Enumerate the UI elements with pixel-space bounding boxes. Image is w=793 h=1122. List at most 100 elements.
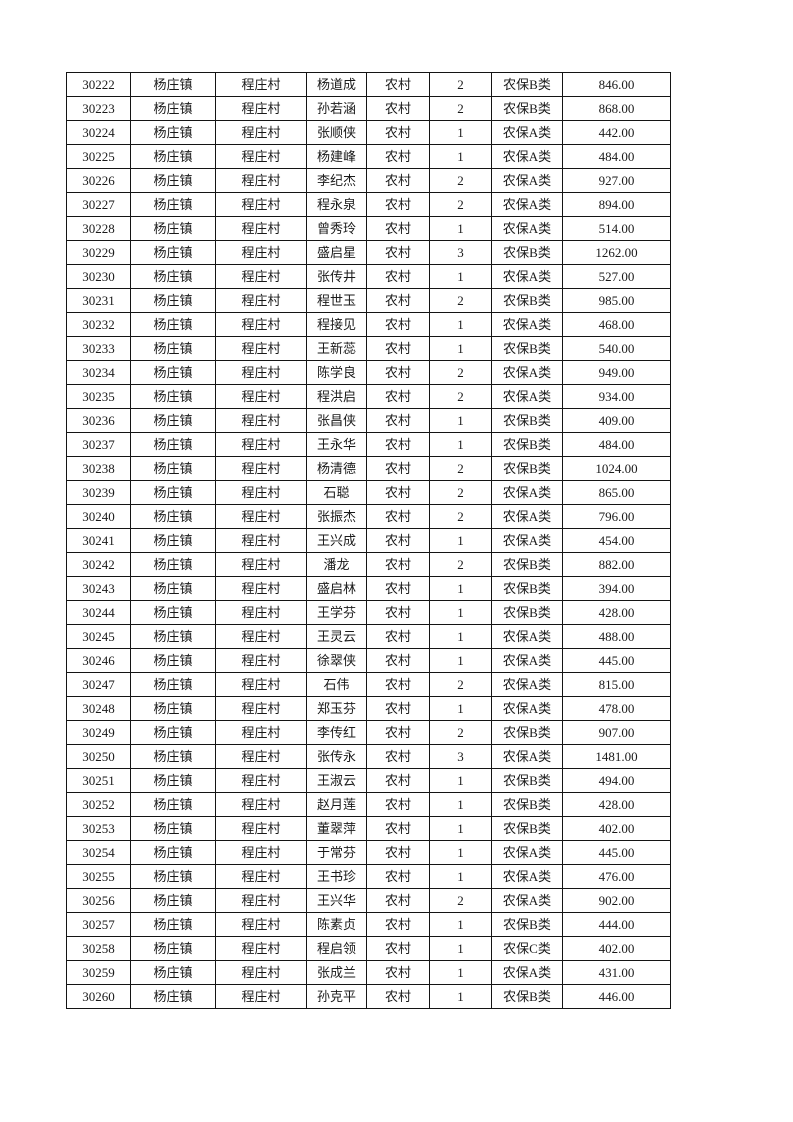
cell-village: 程庄村	[215, 960, 307, 985]
cell-town: 杨庄镇	[130, 840, 216, 865]
cell-village: 程庄村	[215, 648, 307, 673]
cell-person-name: 程世玉	[306, 288, 367, 313]
table-row: 30237 杨庄镇 程庄村 王永华 农村 1 农保B类 484.00	[66, 432, 671, 457]
cell-person-name: 张传永	[306, 744, 367, 769]
cell-serial: 30255	[66, 864, 131, 889]
cell-amount: 454.00	[562, 528, 671, 553]
cell-village: 程庄村	[215, 432, 307, 457]
table-row: 30249 杨庄镇 程庄村 李传红 农村 2 农保B类 907.00	[66, 720, 671, 745]
cell-amount: 402.00	[562, 816, 671, 841]
cell-residence-type: 农村	[366, 840, 430, 865]
table-row: 30253 杨庄镇 程庄村 董翠萍 农村 1 农保B类 402.00	[66, 816, 671, 841]
cell-person-name: 孙若涵	[306, 96, 367, 121]
cell-count: 1	[429, 912, 492, 937]
cell-residence-type: 农村	[366, 312, 430, 337]
cell-town: 杨庄镇	[130, 624, 216, 649]
cell-village: 程庄村	[215, 360, 307, 385]
cell-insurance-category: 农保A类	[491, 216, 563, 241]
cell-insurance-category: 农保A类	[491, 168, 563, 193]
cell-count: 1	[429, 216, 492, 241]
table-row: 30246 杨庄镇 程庄村 徐翠侠 农村 1 农保A类 445.00	[66, 648, 671, 673]
cell-town: 杨庄镇	[130, 168, 216, 193]
cell-serial: 30251	[66, 768, 131, 793]
cell-residence-type: 农村	[366, 432, 430, 457]
cell-person-name: 赵月莲	[306, 792, 367, 817]
cell-count: 1	[429, 264, 492, 289]
cell-insurance-category: 农保A类	[491, 744, 563, 769]
cell-town: 杨庄镇	[130, 720, 216, 745]
cell-count: 1	[429, 624, 492, 649]
cell-amount: 868.00	[562, 96, 671, 121]
cell-town: 杨庄镇	[130, 816, 216, 841]
cell-count: 2	[429, 672, 492, 697]
cell-count: 3	[429, 240, 492, 265]
cell-insurance-category: 农保B类	[491, 720, 563, 745]
cell-residence-type: 农村	[366, 72, 430, 97]
cell-insurance-category: 农保A类	[491, 120, 563, 145]
cell-person-name: 王兴华	[306, 888, 367, 913]
cell-amount: 1481.00	[562, 744, 671, 769]
cell-village: 程庄村	[215, 144, 307, 169]
cell-village: 程庄村	[215, 456, 307, 481]
cell-serial: 30236	[66, 408, 131, 433]
cell-residence-type: 农村	[366, 408, 430, 433]
cell-amount: 428.00	[562, 792, 671, 817]
cell-town: 杨庄镇	[130, 72, 216, 97]
cell-insurance-category: 农保A类	[491, 192, 563, 217]
table-row: 30242 杨庄镇 程庄村 潘龙 农村 2 农保B类 882.00	[66, 552, 671, 577]
cell-person-name: 程接见	[306, 312, 367, 337]
cell-insurance-category: 农保B类	[491, 984, 563, 1009]
cell-insurance-category: 农保B类	[491, 912, 563, 937]
cell-person-name: 李传红	[306, 720, 367, 745]
table-row: 30243 杨庄镇 程庄村 盛启林 农村 1 农保B类 394.00	[66, 576, 671, 601]
cell-insurance-category: 农保B类	[491, 96, 563, 121]
cell-serial: 30250	[66, 744, 131, 769]
table-row: 30233 杨庄镇 程庄村 王新蕊 农村 1 农保B类 540.00	[66, 336, 671, 361]
cell-village: 程庄村	[215, 552, 307, 577]
cell-town: 杨庄镇	[130, 864, 216, 889]
cell-serial: 30252	[66, 792, 131, 817]
table-row: 30258 杨庄镇 程庄村 程启领 农村 1 农保C类 402.00	[66, 936, 671, 961]
cell-count: 2	[429, 192, 492, 217]
cell-insurance-category: 农保B类	[491, 240, 563, 265]
table-row: 30239 杨庄镇 程庄村 石聪 农村 2 农保A类 865.00	[66, 480, 671, 505]
cell-village: 程庄村	[215, 936, 307, 961]
cell-count: 2	[429, 888, 492, 913]
cell-residence-type: 农村	[366, 696, 430, 721]
cell-amount: 514.00	[562, 216, 671, 241]
cell-count: 2	[429, 552, 492, 577]
cell-village: 程庄村	[215, 240, 307, 265]
cell-count: 2	[429, 384, 492, 409]
cell-residence-type: 农村	[366, 912, 430, 937]
cell-insurance-category: 农保A类	[491, 384, 563, 409]
cell-person-name: 盛启林	[306, 576, 367, 601]
table-row: 30241 杨庄镇 程庄村 王兴成 农村 1 农保A类 454.00	[66, 528, 671, 553]
cell-residence-type: 农村	[366, 456, 430, 481]
cell-count: 1	[429, 144, 492, 169]
cell-person-name: 石伟	[306, 672, 367, 697]
table-row: 30252 杨庄镇 程庄村 赵月莲 农村 1 农保B类 428.00	[66, 792, 671, 817]
cell-serial: 30243	[66, 576, 131, 601]
cell-town: 杨庄镇	[130, 312, 216, 337]
cell-amount: 488.00	[562, 624, 671, 649]
cell-insurance-category: 农保B类	[491, 600, 563, 625]
cell-insurance-category: 农保A类	[491, 624, 563, 649]
cell-village: 程庄村	[215, 768, 307, 793]
cell-residence-type: 农村	[366, 744, 430, 769]
cell-count: 1	[429, 600, 492, 625]
cell-serial: 30224	[66, 120, 131, 145]
cell-serial: 30225	[66, 144, 131, 169]
cell-count: 1	[429, 840, 492, 865]
cell-village: 程庄村	[215, 168, 307, 193]
cell-residence-type: 农村	[366, 792, 430, 817]
cell-residence-type: 农村	[366, 96, 430, 121]
cell-insurance-category: 农保B类	[491, 552, 563, 577]
cell-village: 程庄村	[215, 504, 307, 529]
cell-count: 1	[429, 408, 492, 433]
cell-insurance-category: 农保B类	[491, 576, 563, 601]
cell-serial: 30258	[66, 936, 131, 961]
cell-village: 程庄村	[215, 96, 307, 121]
cell-count: 1	[429, 648, 492, 673]
cell-town: 杨庄镇	[130, 144, 216, 169]
cell-serial: 30241	[66, 528, 131, 553]
